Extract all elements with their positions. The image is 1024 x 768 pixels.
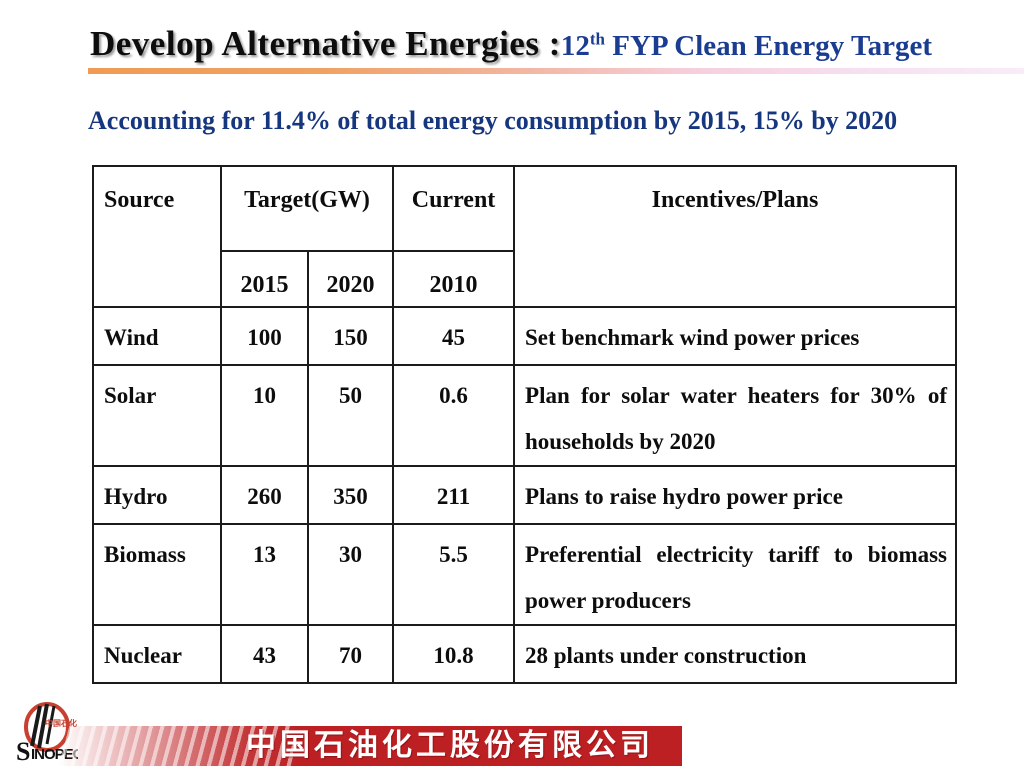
title-underline-rule [88, 68, 1024, 74]
header-source: Source [92, 165, 222, 308]
table-row-solar: Solar 10 50 0.6 Plan for solar water hea… [92, 364, 958, 467]
cell-target-2020: 50 [306, 364, 395, 467]
cell-current-2010: 211 [392, 465, 516, 525]
company-name: 中国石油化工股份有限公司 [246, 729, 654, 762]
cell-plan: Preferential electricity tariff to bioma… [513, 523, 958, 626]
header-year-2015: 2015 [220, 250, 309, 308]
cell-source: Nuclear [92, 624, 222, 684]
header-incentives: Incentives/Plans [513, 165, 958, 308]
svg-text:S: S [16, 737, 30, 766]
table-row-biomass: Biomass 13 30 5.5 Preferential electrici… [92, 523, 958, 626]
cell-target-2015: 43 [220, 624, 309, 684]
cell-plan: Plans to raise hydro power price [513, 465, 958, 525]
table-row-wind: Wind 100 150 45 Set benchmark wind power… [92, 306, 958, 366]
cell-current-2010: 10.8 [392, 624, 516, 684]
footer-banner: 中国石油化工股份有限公司 [58, 726, 682, 766]
cell-current-2010: 5.5 [392, 523, 516, 626]
page-title: Develop Alternative Energies :12th FYP C… [90, 24, 932, 64]
cell-plan: 28 plants under construction [513, 624, 958, 684]
cell-source: Hydro [92, 465, 222, 525]
table-header-row-1: Source Target(GW) Current Incentives/Pla… [92, 165, 958, 308]
cell-plan: Set benchmark wind power prices [513, 306, 958, 366]
cell-target-2020: 30 [306, 523, 395, 626]
header-year-2010: 2010 [392, 250, 516, 308]
cell-target-2020: 70 [306, 624, 395, 684]
cell-target-2015: 10 [220, 364, 309, 467]
cell-plan: Plan for solar water heaters for 30% of … [513, 364, 958, 467]
title-accent: 12th FYP Clean Energy Target [560, 29, 933, 62]
header-current: Current [392, 165, 516, 252]
sinopec-logo-icon: 中国石化 S INOPEC [16, 702, 78, 766]
subtitle: Accounting for 11.4% of total energy con… [88, 106, 898, 135]
cell-source: Wind [92, 306, 222, 366]
cell-source: Solar [92, 364, 222, 467]
cell-source: Biomass [92, 523, 222, 626]
title-superscript: th [589, 29, 605, 49]
title-main: Develop Alternative Energies : [90, 24, 561, 63]
cell-target-2015: 13 [220, 523, 309, 626]
logo-cn-text: 中国石化 [45, 718, 77, 728]
cell-target-2020: 150 [306, 306, 395, 366]
table-header-row-2: 2015 2020 2010 [93, 250, 956, 308]
cell-target-2020: 350 [306, 465, 395, 525]
cell-current-2010: 45 [392, 306, 516, 366]
header-target: Target(GW) [219, 165, 395, 252]
cell-current-2010: 0.6 [392, 364, 516, 467]
table-row-hydro: Hydro 260 350 211 Plans to raise hydro p… [92, 465, 958, 525]
cell-target-2015: 260 [220, 465, 309, 525]
energy-targets-table: Source Target(GW) Current Incentives/Pla… [92, 165, 958, 684]
table-row-nuclear: Nuclear 43 70 10.8 28 plants under const… [92, 624, 958, 684]
cell-target-2015: 100 [220, 306, 309, 366]
header-year-2020: 2020 [306, 250, 395, 308]
